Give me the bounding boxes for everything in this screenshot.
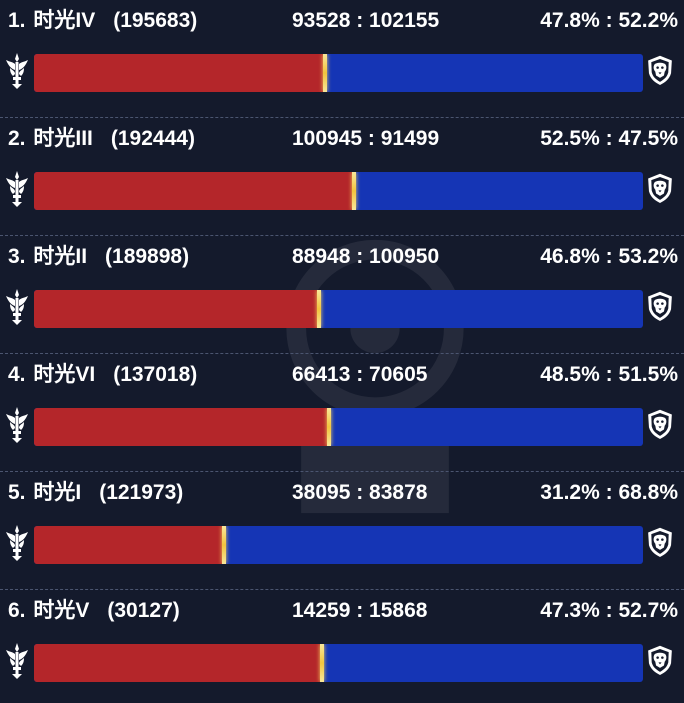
faction-ratio-bar [34, 408, 643, 446]
horde-crest-icon [2, 640, 32, 680]
server-population: (30127) [107, 599, 180, 622]
server-name: 时光III [33, 127, 93, 150]
horde-bar-fill [34, 526, 224, 564]
faction-percent: 47.8% : 52.2% [540, 9, 678, 32]
horde-crest-icon [2, 404, 32, 444]
horde-crest-icon [2, 168, 32, 208]
rank-number: 4. [8, 363, 26, 386]
row-header: 6. 时光V (30127) 14259 : 15868 47.3% : 52.7… [0, 596, 684, 626]
ratio-marker [317, 290, 321, 328]
horde-crest-icon [2, 522, 32, 562]
faction-counts: 38095 : 83878 [292, 481, 428, 504]
faction-percent: 48.5% : 51.5% [540, 363, 678, 386]
row-header: 3. 时光II (189898) 88948 : 100950 46.8% : 5… [0, 242, 684, 272]
horde-bar-fill [34, 290, 319, 328]
server-label: 4. 时光VI (137018) [8, 360, 197, 390]
ratio-marker [351, 172, 356, 210]
server-row: 2. 时光III (192444) 100945 : 91499 52.5% : … [0, 118, 684, 236]
row-header: 4. 时光VI (137018) 66413 : 70605 48.5% : 51… [0, 360, 684, 390]
faction-ratio-bar [34, 172, 643, 210]
rank-number: 3. [8, 245, 26, 268]
ratio-marker [320, 644, 325, 682]
rank-number: 5. [8, 481, 26, 504]
server-population: (121973) [99, 481, 184, 504]
horde-bar-fill [34, 408, 330, 446]
server-population: (189898) [105, 245, 190, 268]
server-row: 5. 时光I (121973) 38095 : 83878 31.2% : 68.… [0, 472, 684, 590]
faction-counts: 93528 : 102155 [292, 9, 440, 32]
server-name: 时光IV [33, 9, 96, 32]
server-population: (195683) [113, 9, 198, 32]
horde-bar-fill [34, 644, 323, 682]
faction-counts: 66413 : 70605 [292, 363, 428, 386]
faction-counts: 100945 : 91499 [292, 127, 440, 150]
server-label: 1. 时光IV (195683) [8, 6, 197, 36]
server-name: 时光II [33, 245, 88, 268]
ratio-marker [222, 526, 226, 564]
server-label: 3. 时光II (189898) [8, 242, 189, 272]
faction-percent: 31.2% : 68.8% [540, 481, 678, 504]
server-row: 3. 时光II (189898) 88948 : 100950 46.8% : 5… [0, 236, 684, 354]
faction-counts: 88948 : 100950 [292, 245, 440, 268]
rank-number: 1. [8, 9, 26, 32]
server-population: (192444) [110, 127, 195, 150]
alliance-lion-icon [645, 286, 675, 326]
faction-percent: 46.8% : 53.2% [540, 245, 678, 268]
alliance-lion-icon [645, 168, 675, 208]
ratio-marker [323, 54, 328, 92]
faction-counts: 14259 : 15868 [292, 599, 428, 622]
server-label: 6. 时光V (30127) [8, 596, 180, 626]
server-name: 时光V [33, 599, 90, 622]
horde-bar-fill [34, 172, 354, 210]
faction-percent: 47.3% : 52.7% [540, 599, 678, 622]
faction-percent: 52.5% : 47.5% [540, 127, 678, 150]
alliance-lion-icon [645, 404, 675, 444]
faction-ratio-bar [34, 526, 643, 564]
row-header: 5. 时光I (121973) 38095 : 83878 31.2% : 68.… [0, 478, 684, 508]
faction-ratio-bar [34, 54, 643, 92]
rank-number: 6. [8, 599, 26, 622]
horde-crest-icon [2, 286, 32, 326]
faction-ratio-bar [34, 644, 643, 682]
ratio-marker [327, 408, 332, 446]
alliance-lion-icon [645, 522, 675, 562]
server-row: 1. 时光IV (195683) 93528 : 102155 47.8% : 5… [0, 0, 684, 118]
server-label: 5. 时光I (121973) [8, 478, 183, 508]
horde-bar-fill [34, 54, 326, 92]
alliance-lion-icon [645, 50, 675, 90]
faction-ratio-bar [34, 290, 643, 328]
server-row: 4. 时光VI (137018) 66413 : 70605 48.5% : 51… [0, 354, 684, 472]
server-label: 2. 时光III (192444) [8, 124, 195, 154]
alliance-lion-icon [645, 640, 675, 680]
row-header: 2. 时光III (192444) 100945 : 91499 52.5% : … [0, 124, 684, 154]
server-population: (137018) [113, 363, 198, 386]
rank-number: 2. [8, 127, 26, 150]
server-name: 时光VI [33, 363, 96, 386]
server-row: 6. 时光V (30127) 14259 : 15868 47.3% : 52.7… [0, 590, 684, 703]
server-name: 时光I [33, 481, 82, 504]
row-header: 1. 时光IV (195683) 93528 : 102155 47.8% : 5… [0, 6, 684, 36]
horde-crest-icon [2, 50, 32, 90]
